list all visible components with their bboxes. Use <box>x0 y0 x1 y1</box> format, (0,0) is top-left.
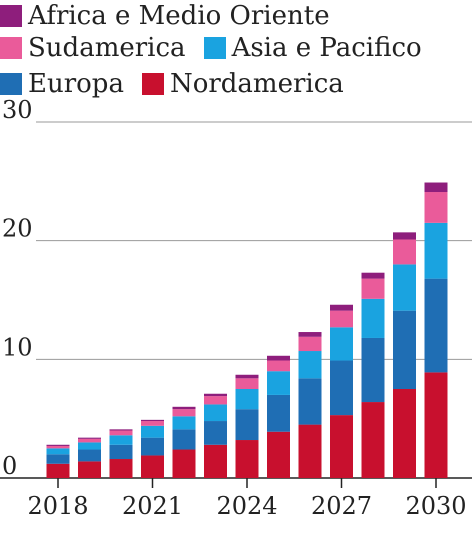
bar-segment <box>424 182 448 193</box>
bar-segment <box>109 444 133 460</box>
bar-segment <box>204 404 227 422</box>
bar-segment <box>298 351 322 379</box>
bar-segment <box>267 394 290 432</box>
bar-segment <box>298 424 322 478</box>
bar-segment <box>172 409 196 417</box>
bar-segment <box>141 419 164 422</box>
bar-segment <box>141 455 164 478</box>
bar-segment <box>46 454 70 464</box>
bar-segment <box>204 393 227 397</box>
bar-segment <box>393 264 416 311</box>
bar-segment <box>235 409 259 441</box>
y-tick-label: 0 <box>2 452 17 480</box>
bar-segment <box>204 444 227 478</box>
legend-row: Europa Nordamerica <box>0 68 362 100</box>
bar-segment <box>204 396 227 405</box>
bar-segment <box>46 448 70 455</box>
y-tick-label: 10 <box>2 333 33 361</box>
legend-label: Africa e Medio Oriente <box>28 1 330 31</box>
bar-segment <box>393 239 416 265</box>
bar-segment <box>424 278 448 373</box>
bar-segment <box>330 304 353 311</box>
bar-segment <box>141 421 164 426</box>
legend-item: Europa <box>0 69 124 99</box>
x-tick-label: 2024 <box>216 492 277 520</box>
bar-segment <box>235 378 259 389</box>
legend-swatch <box>0 5 22 27</box>
bar-segment <box>109 430 133 436</box>
legend-label: Sudamerica <box>28 33 186 63</box>
bar-segment <box>141 425 164 438</box>
bar-segment <box>78 461 101 478</box>
bar-segment <box>172 406 196 410</box>
legend-swatch <box>0 73 22 95</box>
bar-segment <box>46 445 70 449</box>
bar-segment <box>204 421 227 445</box>
legend-item: Africa e Medio Oriente <box>0 1 330 31</box>
bar-segment <box>235 374 259 379</box>
bar-segment <box>78 449 101 462</box>
bar-segment <box>267 355 290 361</box>
bar-segment <box>393 232 416 240</box>
bar-segment <box>330 415 353 478</box>
bar-segment <box>46 463 70 478</box>
bar-segment <box>78 437 101 439</box>
legend-item: Nordamerica <box>141 69 344 99</box>
bar-segment <box>172 429 196 450</box>
bar-segment <box>141 437 164 456</box>
bar-segment <box>109 429 133 431</box>
legend-swatch <box>203 37 226 59</box>
bar-segment <box>235 389 259 410</box>
x-tick-label: 2018 <box>27 492 88 520</box>
bar-segment <box>172 449 196 478</box>
legend-label: Asia e Pacifico <box>231 33 422 63</box>
bar-segment <box>330 310 353 328</box>
bar-segment <box>267 371 290 395</box>
bar-segment <box>424 192 448 223</box>
bar-segment <box>172 416 196 430</box>
bar-segment <box>393 389 416 478</box>
bar-segment <box>330 327 353 361</box>
bar-segment <box>267 360 290 372</box>
bar-segment <box>298 332 322 337</box>
bar-segment <box>109 435 133 445</box>
bar-segment <box>424 222 448 279</box>
x-tick-label: 2021 <box>122 492 183 520</box>
x-tick-label: 2030 <box>405 492 466 520</box>
x-tick-label: 2027 <box>311 492 372 520</box>
bar-segment <box>361 298 385 338</box>
bar-segment <box>424 372 448 478</box>
bar-segment <box>46 444 70 446</box>
bar-segment <box>78 438 101 443</box>
bar-segment <box>78 442 101 450</box>
bar-segment <box>393 310 416 389</box>
chart-legend: Africa e Medio Oriente Sudamerica Asia e P… <box>0 0 474 112</box>
y-tick-label: 30 <box>2 96 33 124</box>
legend-swatch <box>0 37 22 59</box>
bar-segment <box>361 402 385 478</box>
legend-label: Europa <box>28 69 124 99</box>
legend-label: Nordamerica <box>169 69 344 99</box>
bar-segment <box>267 431 290 478</box>
y-tick-label: 20 <box>2 215 33 243</box>
bar-segment <box>361 278 385 299</box>
legend-item: Sudamerica <box>0 33 186 63</box>
bar-segment <box>298 336 322 352</box>
bar-segment <box>361 337 385 403</box>
legend-item: Asia e Pacifico <box>203 33 422 63</box>
legend-row: Africa e Medio Oriente <box>0 0 348 32</box>
bar-segment <box>298 378 322 425</box>
bar-segment <box>330 360 353 416</box>
bar-segment <box>235 440 259 478</box>
bar-segment <box>109 459 133 478</box>
bar-segment <box>361 272 385 279</box>
legend-swatch <box>141 73 164 95</box>
legend-row: Sudamerica Asia e Pacifico <box>0 32 440 64</box>
